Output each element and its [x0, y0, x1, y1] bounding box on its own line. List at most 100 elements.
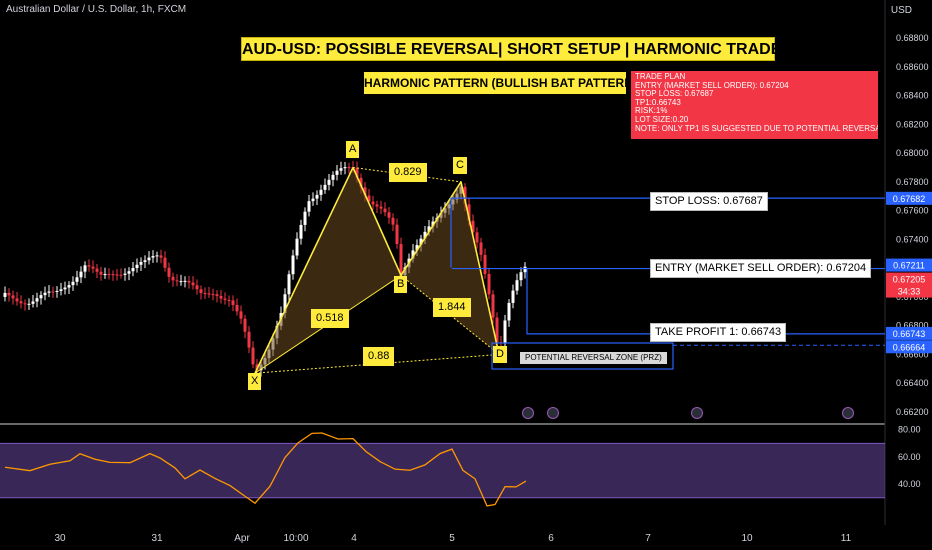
ab-ratio-label[interactable]: 0.829: [389, 163, 427, 182]
price-tag-label: 34:33: [898, 287, 921, 297]
candle-down: [247, 326, 251, 354]
candle-body: [83, 265, 87, 272]
candle-up: [43, 286, 47, 301]
candle-up: [299, 219, 303, 245]
candle-body: [195, 285, 199, 290]
price-tick-label: 0.66800: [896, 321, 929, 331]
price-tick-label: 0.67800: [896, 177, 929, 187]
candle-body: [319, 189, 323, 195]
candle-down: [391, 213, 395, 232]
candle-down: [239, 305, 243, 325]
candle-body: [519, 272, 523, 281]
price-tag-label: 0.67211: [893, 261, 925, 271]
candle-body: [115, 274, 119, 276]
point-d-label[interactable]: D: [493, 346, 507, 363]
candle-down: [379, 200, 383, 215]
candle-up: [55, 286, 59, 298]
price-tag-bg: [886, 326, 932, 340]
candle-up: [27, 298, 31, 310]
rsi-tick-label: 60.00: [898, 452, 921, 462]
candle-down: [223, 292, 227, 305]
candle-body: [75, 277, 79, 282]
price-tag-label: 0.67682: [893, 194, 926, 204]
candle-body: [19, 301, 23, 304]
price-tag-label: 0.66664: [893, 342, 926, 352]
candle-body: [359, 177, 363, 188]
chart-title-annotation[interactable]: AUD-USD: POSSIBLE REVERSAL| SHORT SETUP …: [241, 37, 872, 61]
point-b-label[interactable]: B: [394, 276, 408, 293]
candle-body: [303, 211, 307, 225]
candle-body: [3, 292, 7, 297]
candle-body: [375, 204, 379, 207]
flag-icon: [842, 407, 854, 419]
price-tag-label: 0.66743: [893, 329, 926, 339]
candle-up: [31, 294, 35, 308]
candle-body: [363, 187, 367, 196]
candle-body: [311, 198, 315, 202]
candle-body: [35, 298, 39, 302]
price-tick-label: 0.66200: [896, 407, 929, 417]
price-tick-label: 0.68000: [896, 148, 929, 158]
point-a-label[interactable]: A: [346, 141, 360, 158]
candle-up: [303, 207, 307, 232]
candle-body: [495, 317, 499, 343]
time-tick-label: 31: [151, 533, 163, 544]
lightning-icon: [522, 407, 534, 419]
point-c-label[interactable]: C: [453, 157, 467, 174]
candle-up: [67, 281, 71, 294]
candle-up: [35, 292, 39, 308]
candle-body: [503, 320, 507, 344]
time-tick-label: 10:00: [283, 533, 308, 544]
candle-body: [163, 257, 167, 268]
time-tick-label: 11: [841, 533, 852, 544]
candle-body: [91, 266, 95, 269]
candle-up: [71, 276, 75, 291]
candle-down: [119, 268, 123, 279]
candle-down: [483, 248, 487, 279]
xa-ratio-label[interactable]: 0.518: [311, 309, 349, 328]
stop-loss-label[interactable]: STOP LOSS: 0.67687: [650, 192, 768, 211]
candle-up: [75, 270, 79, 286]
trade-plan-line: TP1:0.66743: [635, 97, 681, 107]
candle-up: [147, 251, 151, 265]
candle-up: [331, 171, 335, 187]
candle-body: [187, 280, 191, 283]
candle-down: [347, 162, 351, 174]
candle-body: [427, 226, 431, 232]
trade-plan-box[interactable]: TRADE PLAN ENTRY (MARKET SELL ORDER): 0.…: [631, 71, 878, 139]
pattern-name-annotation[interactable]: HARMONIC PATTERN (BULLISH BAT PATTERN): [364, 72, 626, 94]
candle-body: [191, 282, 195, 286]
candle-up: [123, 268, 127, 281]
candle-body: [343, 167, 347, 169]
candle-up: [63, 281, 67, 295]
price-tick-label: 0.66400: [896, 378, 929, 388]
candle-body: [523, 266, 527, 273]
candle-up: [83, 261, 87, 279]
candle-body: [179, 281, 183, 283]
candle-body: [31, 301, 35, 304]
bc-ratio-label[interactable]: 1.844: [433, 298, 471, 317]
time-tick-label: 6: [548, 533, 554, 544]
candle-down: [91, 260, 95, 274]
candle-body: [487, 273, 491, 295]
take-profit-label[interactable]: TAKE PROFIT 1: 0.66743: [650, 323, 787, 342]
candle-body: [55, 291, 59, 293]
candle-up: [47, 285, 51, 298]
xd-ratio-label[interactable]: 0.88: [363, 347, 395, 366]
point-x-label[interactable]: X: [248, 373, 262, 390]
trade-plan-line: LOT SIZE:0.20: [635, 114, 689, 124]
candle-down: [203, 287, 207, 300]
prz-label[interactable]: POTENTIAL REVERSAL ZONE (PRZ): [520, 352, 667, 364]
candle-down: [491, 290, 495, 325]
candle-down: [219, 289, 223, 304]
candle-down: [383, 202, 387, 217]
candle-body: [203, 293, 207, 295]
candle-down: [243, 314, 247, 339]
candle-down: [19, 295, 23, 309]
time-tick-label: 10: [741, 533, 753, 544]
entry-label[interactable]: ENTRY (MARKET SELL ORDER): 0.67204: [650, 259, 872, 278]
candle-down: [171, 272, 175, 287]
rsi-panel: 80.00 60.00 40.00: [0, 425, 921, 507]
